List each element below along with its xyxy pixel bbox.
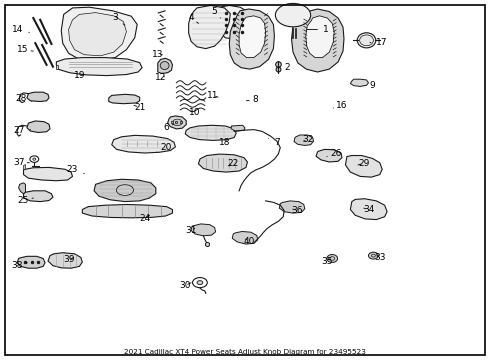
Text: 34: 34 — [363, 205, 374, 214]
Polygon shape — [24, 167, 73, 181]
Polygon shape — [168, 116, 186, 129]
Text: 31: 31 — [185, 226, 197, 235]
Polygon shape — [350, 79, 368, 86]
Text: 33: 33 — [374, 252, 386, 261]
Text: 2021 Cadillac XT4 Power Seats Adjust Knob Diagram for 23495523: 2021 Cadillac XT4 Power Seats Adjust Kno… — [124, 349, 366, 355]
Ellipse shape — [197, 281, 203, 285]
Polygon shape — [48, 253, 82, 268]
Text: 40: 40 — [243, 237, 255, 246]
Polygon shape — [27, 121, 50, 132]
Polygon shape — [345, 156, 382, 177]
Text: 38: 38 — [11, 261, 27, 270]
Text: 20: 20 — [157, 143, 172, 152]
Text: 36: 36 — [291, 206, 303, 215]
Text: 32: 32 — [302, 135, 314, 144]
Polygon shape — [316, 149, 342, 162]
Text: 8: 8 — [246, 95, 258, 104]
Text: 28: 28 — [15, 94, 32, 103]
Text: 25: 25 — [18, 196, 33, 205]
Polygon shape — [294, 135, 314, 145]
Text: 1: 1 — [307, 25, 329, 34]
Text: 27: 27 — [13, 126, 30, 135]
Text: 30: 30 — [179, 281, 191, 290]
Text: 10: 10 — [189, 108, 201, 117]
Ellipse shape — [368, 252, 378, 259]
Ellipse shape — [327, 255, 338, 262]
Polygon shape — [19, 183, 25, 194]
Text: 11: 11 — [207, 91, 219, 100]
Polygon shape — [229, 9, 274, 69]
Ellipse shape — [172, 119, 182, 126]
Text: 29: 29 — [358, 159, 369, 168]
Polygon shape — [109, 94, 140, 104]
Polygon shape — [24, 165, 25, 170]
Text: 3: 3 — [112, 13, 125, 25]
Text: 2: 2 — [277, 63, 291, 72]
Text: 15: 15 — [17, 45, 33, 54]
Text: 16: 16 — [333, 100, 348, 109]
Polygon shape — [56, 65, 58, 69]
Polygon shape — [112, 135, 175, 153]
Text: 22: 22 — [228, 159, 239, 168]
Polygon shape — [56, 58, 142, 76]
Polygon shape — [191, 224, 216, 236]
Text: 7: 7 — [269, 138, 280, 147]
Ellipse shape — [160, 62, 169, 69]
Text: 5: 5 — [212, 7, 220, 18]
Ellipse shape — [275, 3, 311, 27]
Ellipse shape — [357, 33, 376, 48]
Text: 14: 14 — [12, 25, 29, 34]
Polygon shape — [279, 201, 305, 213]
Text: 9: 9 — [364, 81, 375, 90]
Polygon shape — [82, 204, 172, 218]
Text: 18: 18 — [219, 138, 230, 147]
Polygon shape — [158, 58, 172, 73]
Text: 6: 6 — [164, 122, 174, 131]
Polygon shape — [24, 191, 53, 202]
Polygon shape — [217, 5, 249, 39]
Text: 21: 21 — [134, 103, 146, 112]
Text: 24: 24 — [139, 213, 150, 222]
Polygon shape — [292, 9, 344, 72]
Polygon shape — [239, 16, 266, 58]
Text: 12: 12 — [155, 73, 167, 82]
Polygon shape — [69, 13, 126, 56]
Polygon shape — [27, 92, 49, 102]
Text: 39: 39 — [63, 256, 74, 264]
Text: 26: 26 — [327, 149, 342, 158]
Polygon shape — [198, 154, 247, 172]
Polygon shape — [61, 7, 137, 61]
Polygon shape — [231, 125, 245, 131]
Text: 23: 23 — [67, 165, 84, 174]
Polygon shape — [17, 256, 45, 268]
Text: 35: 35 — [321, 257, 333, 266]
Text: 4: 4 — [188, 13, 198, 23]
Polygon shape — [94, 179, 156, 202]
Polygon shape — [189, 5, 230, 49]
Polygon shape — [232, 231, 258, 244]
Text: 19: 19 — [74, 71, 85, 80]
Polygon shape — [185, 125, 236, 140]
Polygon shape — [306, 16, 334, 58]
Text: 37: 37 — [13, 158, 29, 167]
Polygon shape — [350, 199, 387, 220]
Text: 13: 13 — [152, 50, 164, 59]
Text: 17: 17 — [370, 38, 388, 47]
